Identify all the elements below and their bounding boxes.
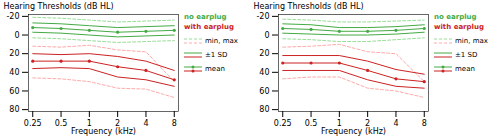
svg-text:Hearing Thresholds (dB HL): Hearing Thresholds (dB HL) — [4, 2, 114, 11]
svg-text:80: 80 — [9, 105, 19, 114]
svg-text:40: 40 — [9, 68, 19, 77]
svg-text:8: 8 — [422, 119, 427, 128]
svg-text:8: 8 — [172, 119, 177, 128]
svg-text:4: 4 — [393, 119, 398, 128]
svg-text:20: 20 — [9, 49, 19, 58]
html-text:mean: mean — [205, 65, 225, 73]
html-text:min, max: min, max — [455, 37, 488, 45]
html-text:±1 SD: ±1 SD — [455, 51, 478, 59]
svg-text:Hearing Thresholds (dB HL): Hearing Thresholds (dB HL) — [254, 2, 364, 11]
svg-text:0.25: 0.25 — [24, 119, 42, 128]
html-text:±1 SD: ±1 SD — [205, 51, 228, 59]
svg-text:-20: -20 — [6, 12, 19, 21]
svg-text:1: 1 — [336, 119, 342, 129]
svg-text:0.5: 0.5 — [55, 119, 68, 128]
html-text:no earplug: no earplug — [434, 13, 477, 21]
svg-text:1: 1 — [86, 119, 92, 129]
svg-text:80: 80 — [259, 105, 269, 114]
html-text:min, max: min, max — [205, 37, 238, 45]
html-text:mean: mean — [455, 65, 475, 73]
svg-text:20: 20 — [259, 49, 269, 58]
html-text:with earplug: with earplug — [184, 23, 234, 31]
svg-text:2: 2 — [115, 119, 121, 129]
svg-text:0.5: 0.5 — [305, 119, 318, 128]
svg-text:0: 0 — [14, 31, 19, 40]
html-text:no earplug: no earplug — [184, 13, 227, 21]
html-text:with earplug: with earplug — [434, 23, 484, 31]
svg-text:Frequency (kHz): Frequency (kHz) — [321, 127, 386, 136]
svg-text:Frequency (kHz): Frequency (kHz) — [71, 127, 136, 136]
svg-text:60: 60 — [259, 87, 269, 96]
svg-text:60: 60 — [9, 87, 19, 96]
svg-text:4: 4 — [143, 119, 148, 128]
svg-text:2: 2 — [365, 119, 371, 129]
svg-text:0.25: 0.25 — [274, 119, 292, 128]
svg-text:40: 40 — [259, 68, 269, 77]
svg-text:0: 0 — [264, 31, 269, 40]
svg-text:-20: -20 — [256, 12, 269, 21]
